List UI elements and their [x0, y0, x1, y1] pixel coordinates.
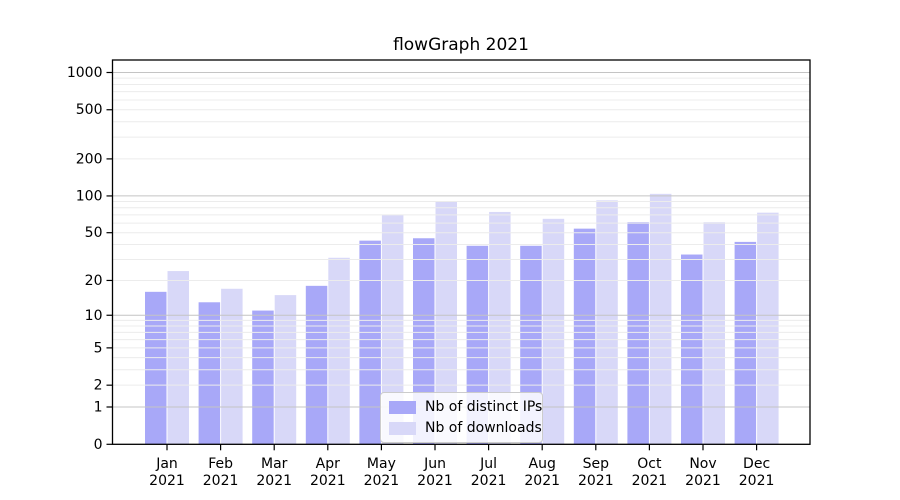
legend-label: Nb of downloads	[425, 420, 542, 436]
bar-downloads-jun	[435, 201, 457, 445]
bar-ips-sep	[573, 228, 596, 445]
legend-item: Nb of downloads	[389, 420, 542, 436]
bar-downloads-feb	[221, 288, 243, 445]
bar-ips-mar	[252, 310, 274, 445]
bar-downloads-jul	[489, 211, 511, 445]
x-tick-label: Apr 2021	[310, 456, 346, 489]
x-tick-label: Nov 2021	[685, 456, 721, 489]
legend-swatch	[389, 400, 416, 414]
x-tick-label: Jan 2021	[149, 456, 185, 489]
y-tick-label: 200	[76, 151, 103, 167]
bar-ips-apr	[305, 285, 328, 445]
x-tick-label: Sep 2021	[578, 456, 614, 489]
bar-ips-feb	[198, 302, 221, 445]
y-tick-label: 50	[85, 225, 103, 241]
y-tick-label: 0	[94, 437, 103, 453]
x-tick-label: Feb 2021	[203, 456, 239, 489]
x-tick-label: Dec 2021	[739, 456, 775, 489]
y-tick-label: 1	[94, 399, 103, 415]
bar-downloads-oct	[649, 193, 672, 445]
bar-downloads-apr	[328, 257, 350, 445]
bar-downloads-aug	[542, 218, 565, 445]
x-tick-label: May 2021	[364, 456, 400, 489]
y-tick-label: 10	[85, 308, 103, 324]
y-tick-label: 1000	[67, 65, 103, 81]
axes-spines	[111, 59, 811, 445]
bar-ips-jan	[145, 291, 167, 445]
chart-title: flowGraph 2021	[393, 35, 529, 55]
x-tick-label: Jun 2021	[417, 456, 453, 489]
bar-downloads-sep	[596, 200, 618, 445]
legend-label: Nb of distinct IPs	[425, 399, 543, 415]
x-tick-label: Jul 2021	[471, 456, 507, 489]
y-tick-label: 100	[76, 188, 103, 204]
bar-downloads-dec	[757, 212, 779, 445]
bar-downloads-nov	[703, 222, 725, 445]
y-tick-label: 20	[85, 273, 103, 289]
x-tick-label: Aug 2021	[524, 456, 560, 489]
y-tick-label: 2	[94, 378, 103, 394]
y-tick-label: 5	[94, 340, 103, 356]
bar-ips-oct	[627, 222, 649, 445]
x-tick-label: Mar 2021	[256, 456, 292, 489]
legend-item: Nb of distinct IPs	[389, 399, 542, 415]
bar-ips-may	[359, 240, 381, 445]
bar-ips-dec	[734, 241, 757, 445]
y-tick-label: 500	[76, 102, 103, 118]
bar-downloads-may	[381, 214, 404, 445]
x-tick-label: Oct 2021	[632, 456, 668, 489]
legend: Nb of distinct IPs Nb of downloads	[380, 392, 543, 443]
bar-ips-nov	[681, 254, 703, 445]
legend-swatch	[389, 421, 416, 435]
